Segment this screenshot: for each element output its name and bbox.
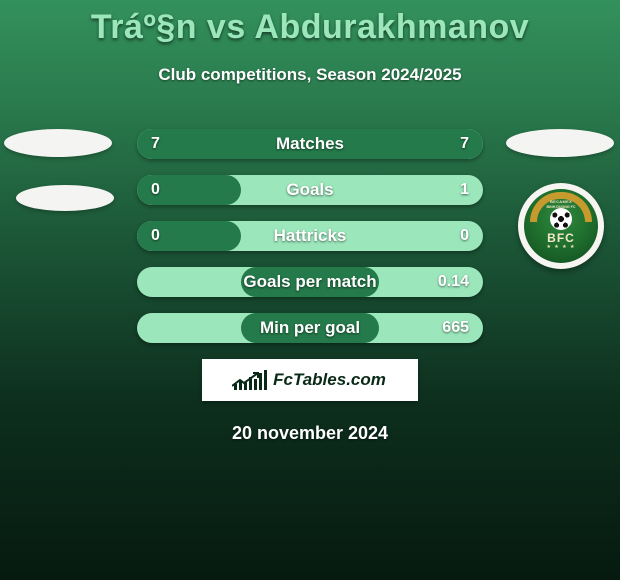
placeholder-ellipse (16, 185, 114, 211)
stat-value-right: 0 (460, 221, 469, 251)
stat-label: Goals per match (137, 267, 483, 297)
placeholder-ellipse (4, 129, 112, 157)
player-right-side: BECAMEX BINH DUONG FC BFC ★ ★ ★ ★ (506, 129, 616, 269)
badge-big-text: BFC (547, 231, 575, 245)
bar-chart-icon (234, 370, 267, 390)
stat-label: Goals (137, 175, 483, 205)
fctables-logo-box: FcTables.com (202, 359, 418, 401)
body-area: BECAMEX BINH DUONG FC BFC ★ ★ ★ ★ 7Match… (0, 129, 620, 444)
logo-bar (264, 370, 267, 390)
stat-row: Goals per match0.14 (137, 267, 483, 297)
badge-line2: BINH DUONG FC (547, 205, 576, 209)
stat-value-right: 665 (442, 313, 469, 343)
stat-value-right: 7 (460, 129, 469, 159)
stat-row: 0Goals1 (137, 175, 483, 205)
club-badge: BECAMEX BINH DUONG FC BFC ★ ★ ★ ★ (518, 183, 604, 269)
stat-value-right: 0.14 (438, 267, 469, 297)
stat-row: 0Hattricks0 (137, 221, 483, 251)
stat-label: Min per goal (137, 313, 483, 343)
stat-row: 7Matches7 (137, 129, 483, 159)
player-left-placeholder (4, 129, 114, 211)
stat-label: Matches (137, 129, 483, 159)
stat-label: Hattricks (137, 221, 483, 251)
club-badge-inner: BECAMEX BINH DUONG FC BFC ★ ★ ★ ★ (524, 189, 598, 263)
badge-line1: BECAMEX (550, 199, 572, 204)
badge-stars: ★ ★ ★ ★ (546, 244, 575, 250)
stat-row: Min per goal665 (137, 313, 483, 343)
content-wrapper: Tráº§n vs Abdurakhmanov Club competition… (0, 0, 620, 444)
trend-arrow-icon (232, 372, 260, 388)
stat-value-right: 1 (460, 175, 469, 205)
season-subtitle: Club competitions, Season 2024/2025 (0, 65, 620, 85)
fctables-text: FcTables.com (273, 370, 386, 390)
placeholder-ellipse (506, 129, 614, 157)
stat-rows: 7Matches70Goals10Hattricks0Goals per mat… (137, 129, 483, 343)
snapshot-date: 20 november 2024 (0, 423, 620, 444)
comparison-title: Tráº§n vs Abdurakhmanov (0, 8, 620, 47)
